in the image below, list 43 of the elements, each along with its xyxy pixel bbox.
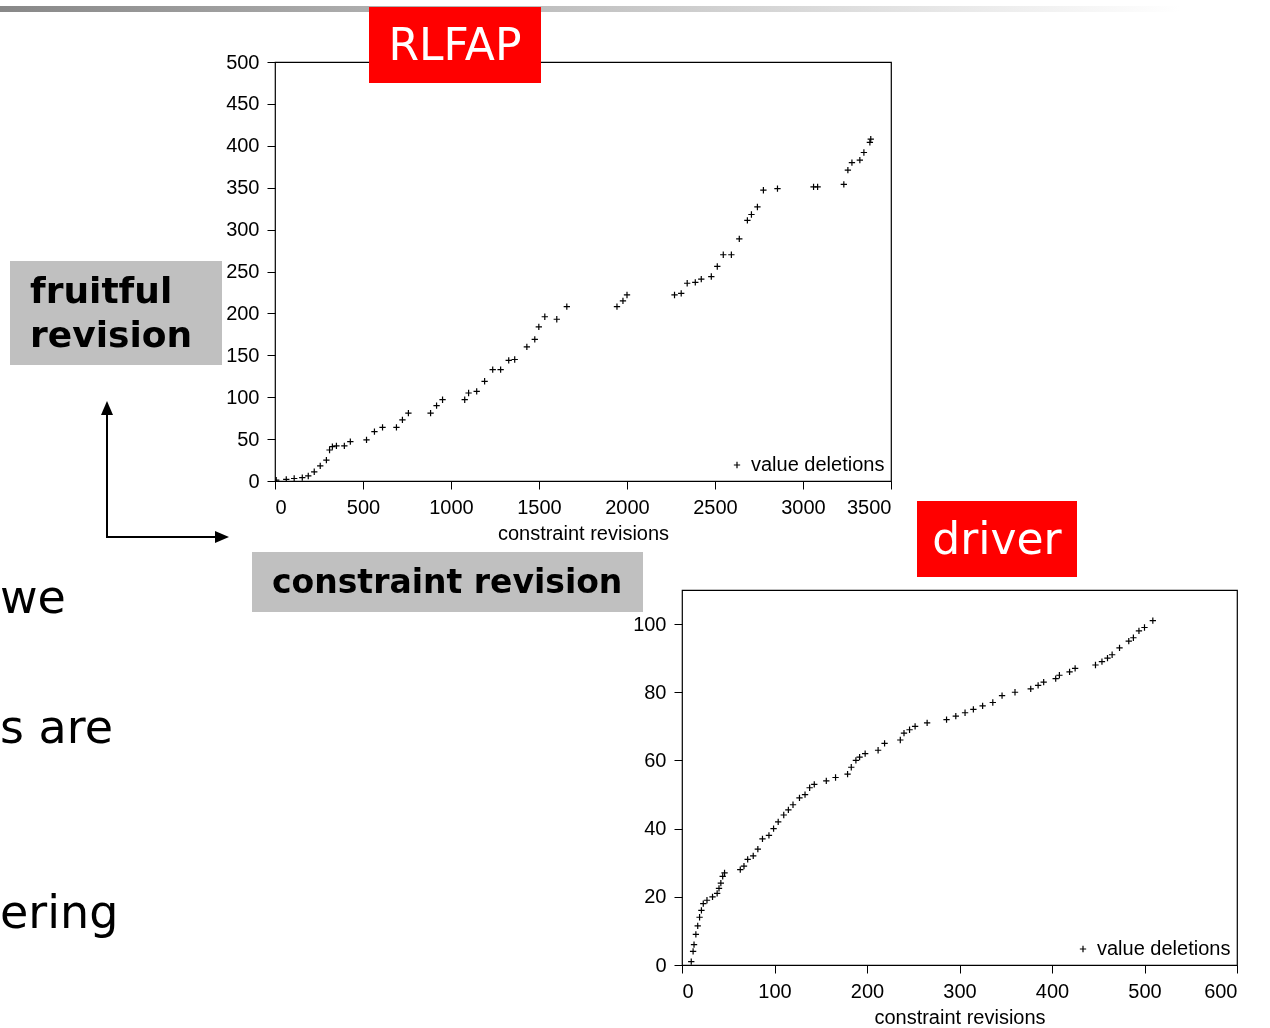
- x-tick-label: 0: [682, 979, 694, 1002]
- text: s are: [0, 700, 113, 754]
- text: we: [0, 570, 66, 624]
- y-tick-label: 400: [226, 134, 260, 157]
- legend-label: value deletions: [751, 453, 885, 475]
- y-tick-label: 100: [226, 385, 260, 408]
- x-tick-label: 500: [346, 495, 381, 518]
- y-tick-label: 150: [226, 343, 260, 366]
- text: constraint revision: [252, 552, 643, 612]
- y-tick-label: 80: [644, 680, 667, 703]
- x-tick-label: 600: [1204, 979, 1238, 1002]
- text: fruitful revision: [10, 261, 222, 365]
- chart-title: driver: [917, 501, 1077, 577]
- y-tick-label: 40: [644, 817, 667, 840]
- legend-label: value deletions: [1097, 937, 1231, 959]
- x-tick-label: 300: [943, 979, 977, 1002]
- chart-title: RLFAP: [369, 7, 541, 83]
- x-tick-label: 3500: [847, 495, 892, 518]
- x-tick-label: 2500: [693, 495, 738, 518]
- x-tick-label: 400: [1035, 979, 1070, 1002]
- y-tick-label: 500: [226, 50, 260, 73]
- y-tick-label: 450: [226, 92, 260, 115]
- y-tick-label: 0: [248, 469, 260, 492]
- y-tick-label: 250: [226, 260, 260, 282]
- y-tick-label: 200: [226, 301, 260, 324]
- x-axis-title: constraint revisions: [497, 521, 670, 544]
- x-axis-title: constraint revisions: [874, 1005, 1046, 1028]
- x-tick-label: 0: [275, 495, 287, 518]
- y-tick-label: 300: [226, 218, 260, 241]
- y-tick-label: 20: [644, 885, 667, 908]
- x-tick-label: 500: [1128, 979, 1162, 1002]
- x-tick-label: 1000: [429, 495, 474, 518]
- y-tick-label: 0: [655, 953, 667, 976]
- x-tick-label: 200: [850, 979, 885, 1002]
- x-tick-label: 2000: [605, 495, 650, 518]
- y-tick-label: 50: [237, 427, 260, 450]
- x-tick-label: 100: [758, 979, 792, 1002]
- y-tick-label: 350: [226, 176, 260, 199]
- x-tick-label: 1500: [517, 495, 562, 518]
- y-tick-label: 60: [644, 748, 667, 771]
- y-tick-label: 100: [633, 612, 667, 635]
- x-tick-label: 3000: [781, 495, 826, 518]
- text: ering: [0, 885, 119, 939]
